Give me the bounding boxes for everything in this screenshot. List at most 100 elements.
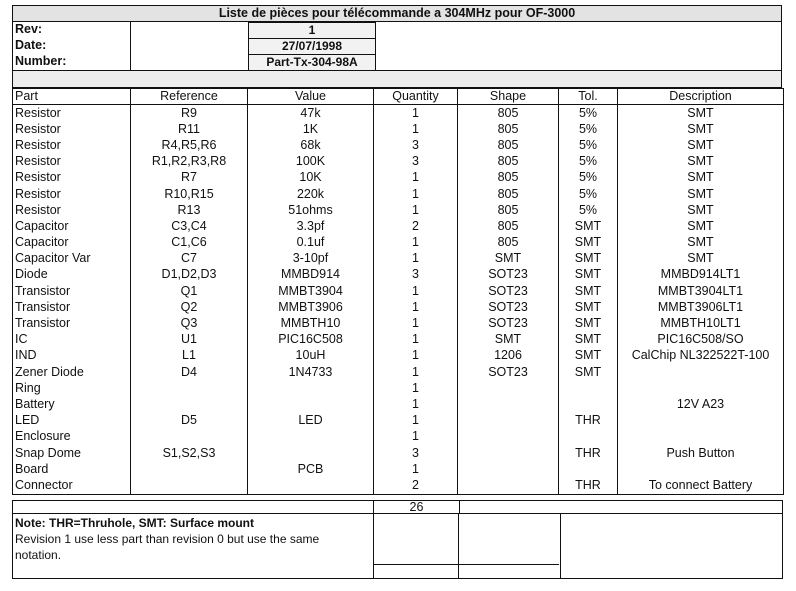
table-row: Snap Dome S1,S2,S3 3 THR Push Button [12, 444, 784, 462]
cell-part: Diode [12, 266, 131, 284]
cell-tol: SMT [558, 315, 618, 332]
cell-tol: THR [558, 444, 618, 462]
cell-shape: SOT23 [457, 315, 559, 332]
cell-tol: 5% [558, 104, 618, 122]
cell-shape [457, 428, 559, 445]
table-row: Resistor R4,R5,R6 68k 3 805 5% SMT [12, 137, 784, 154]
table-row: Capacitor Var C7 3-10pf 1 SMT SMT SMT [12, 250, 784, 267]
cell-part: Resistor [12, 202, 131, 219]
cell-quantity: 1 [373, 104, 458, 122]
table-row: Ring 1 [12, 380, 784, 397]
cell-reference: D4 [130, 364, 248, 381]
cell-reference: U1 [130, 331, 248, 348]
cell-value: 1K [247, 121, 374, 138]
cell-shape [457, 477, 559, 495]
table-row: Resistor R1,R2,R3,R8 100K 3 805 5% SMT [12, 153, 784, 170]
cell-reference: R4,R5,R6 [130, 137, 248, 154]
number-value: Part-Tx-304-98A [248, 54, 376, 72]
col-description: Description [617, 88, 784, 105]
col-quantity: Quantity [373, 88, 458, 105]
cell-value: PCB [247, 461, 374, 478]
cell-description: SMT [617, 104, 784, 122]
cell-description: SMT [617, 218, 784, 235]
cell-description: SMT [617, 250, 784, 267]
cell-description: MMBD914LT1 [617, 266, 784, 284]
cell-description: PIC16C508/SO [617, 331, 784, 348]
cell-quantity: 1 [373, 250, 458, 267]
cell-description: SMT [617, 234, 784, 251]
cell-description: SMT [617, 153, 784, 170]
cell-quantity: 1 [373, 396, 458, 413]
cell-value: 51ohms [247, 202, 374, 219]
parts-table: Part Reference Value Quantity Shape Tol.… [12, 88, 784, 495]
table-row: Resistor R9 47k 1 805 5% SMT [12, 104, 784, 122]
cell-tol: SMT [558, 234, 618, 251]
cell-tol: 5% [558, 185, 618, 203]
table-row: IC U1 PIC16C508 1 SMT SMT PIC16C508/SO [12, 331, 784, 348]
cell-shape: 805 [457, 169, 559, 186]
cell-reference: C3,C4 [130, 218, 248, 235]
cell-reference: L1 [130, 347, 248, 364]
cell-value: MMBT3904 [247, 283, 374, 300]
date-value: 27/07/1998 [248, 38, 376, 56]
table-row: Capacitor C1,C6 0.1uf 1 805 SMT SMT [12, 234, 784, 251]
cell-tol: 5% [558, 137, 618, 154]
cell-tol: 5% [558, 121, 618, 138]
table-row: Resistor R13 51ohms 1 805 5% SMT [12, 202, 784, 219]
cell-value: 10uH [247, 347, 374, 364]
cell-part: Transistor [12, 299, 131, 316]
cell-value: 3.3pf [247, 218, 374, 235]
cell-shape: SOT23 [457, 299, 559, 316]
cell-quantity: 1 [373, 461, 458, 478]
cell-tol [558, 461, 618, 478]
cell-part: Capacitor [12, 234, 131, 251]
cell-value [247, 396, 374, 413]
cell-part: Transistor [12, 315, 131, 332]
cell-shape: SOT23 [457, 364, 559, 381]
cell-quantity: 1 [373, 331, 458, 348]
col-value: Value [247, 88, 374, 105]
cell-part: Snap Dome [12, 444, 131, 462]
cell-quantity: 2 [373, 218, 458, 235]
cell-part: Resistor [12, 137, 131, 154]
total-quantity: 26 [373, 501, 460, 514]
cell-description: SMT [617, 137, 784, 154]
cell-quantity: 2 [373, 477, 458, 495]
cell-quantity: 1 [373, 412, 458, 429]
cell-shape [457, 444, 559, 462]
table-row: Resistor R11 1K 1 805 5% SMT [12, 121, 784, 138]
cell-description: To connect Battery [617, 477, 784, 495]
cell-reference: R7 [130, 169, 248, 186]
note-line-2: Revision 1 use less part than revision 0… [15, 532, 320, 546]
cell-part: Resistor [12, 185, 131, 203]
note-line-1: Note: THR=Thruhole, SMT: Surface mount [15, 516, 255, 530]
cell-value: MMBT3906 [247, 299, 374, 316]
table-row: Zener Diode D4 1N4733 1 SOT23 SMT [12, 364, 784, 381]
cell-reference: R1,R2,R3,R8 [130, 153, 248, 170]
cell-description [617, 428, 784, 445]
cell-quantity: 1 [373, 380, 458, 397]
cell-part: Enclosure [12, 428, 131, 445]
cell-part: IC [12, 331, 131, 348]
cell-tol: THR [558, 477, 618, 495]
cell-reference: Q1 [130, 283, 248, 300]
cell-description: Push Button [617, 444, 784, 462]
cell-part: Resistor [12, 153, 131, 170]
cell-reference: R11 [130, 121, 248, 138]
spacer-row [12, 70, 782, 88]
number-label: Number: [15, 54, 67, 68]
cell-tol [558, 380, 618, 397]
cell-reference [130, 477, 248, 495]
cell-description [617, 380, 784, 397]
cell-shape: SMT [457, 250, 559, 267]
cell-quantity: 1 [373, 364, 458, 381]
col-part: Part [12, 88, 131, 105]
table-row: Board PCB 1 [12, 461, 784, 478]
cell-shape: 805 [457, 104, 559, 122]
table-row: Transistor Q2 MMBT3906 1 SOT23 SMT MMBT3906LT1 [12, 299, 784, 316]
cell-value: LED [247, 412, 374, 429]
cell-tol [558, 428, 618, 445]
cell-value [247, 380, 374, 397]
cell-part: Ring [12, 380, 131, 397]
table-row: Enclosure 1 [12, 428, 784, 445]
